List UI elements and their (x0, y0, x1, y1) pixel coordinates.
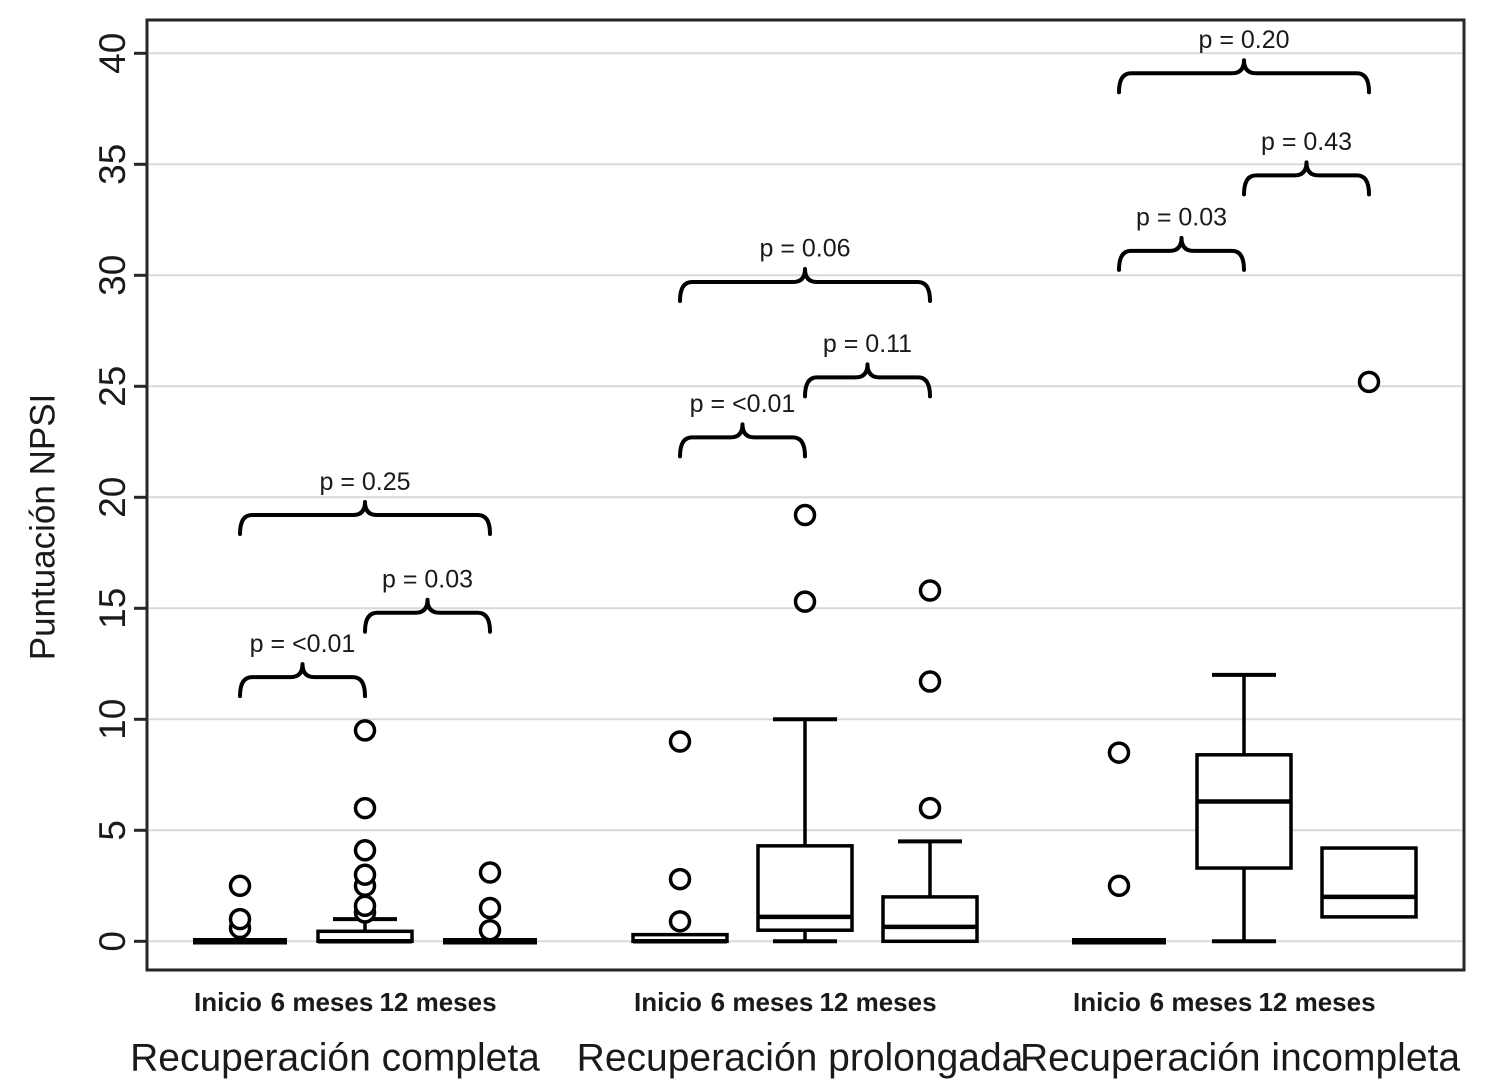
box-3-Inicio-outlier-point (1107, 874, 1131, 898)
box-3-12meses-box (1320, 846, 1418, 919)
comparison-bracket-2-1 (678, 422, 807, 459)
y-tick-label-20: 20 (92, 477, 133, 518)
box-2-12meses-outlier-point (918, 670, 942, 693)
p-value-label-1-1: p = <0.01 (250, 630, 356, 658)
p-value-label-3-1: p = 0.03 (1136, 204, 1227, 232)
category-label-3-2: 6 meses (1150, 987, 1253, 1017)
box-2-12meses-box (881, 895, 979, 944)
y-tick-label-40: 40 (92, 33, 133, 74)
category-label-1-3: 12 meses (379, 987, 496, 1017)
group-label-2: Recuperación prolongada (577, 1037, 1024, 1080)
box-3-Inicio-outlier-point (1107, 741, 1131, 764)
p-value-label-2-2: p = 0.11 (823, 330, 912, 358)
box-2-Inicio-outlier-point (668, 730, 692, 753)
comparison-bracket-1-2 (363, 597, 492, 634)
box-1-6meses-outlier-point (353, 796, 377, 820)
box-2-6meses-outlier-point (793, 590, 817, 613)
box-1-Inicio-outlier-point (228, 874, 252, 898)
plot-frame (145, 18, 1466, 972)
comparison-bracket-3-2 (1242, 160, 1371, 197)
p-value-label-3-2: p = 0.43 (1261, 128, 1352, 156)
category-label-2-2: 6 meses (711, 987, 814, 1017)
box-1-12meses-outlier-point (478, 918, 502, 942)
box-2-6meses-outlier-point (793, 503, 817, 527)
group-label-3: Recuperación incompleta (1020, 1037, 1460, 1080)
box-2-12meses-outlier-point (918, 579, 942, 602)
comparison-bracket-2-3 (678, 266, 932, 303)
box-1-12meses-outlier-point (478, 861, 502, 884)
category-label-2-1: Inicio (634, 987, 702, 1017)
y-tick-label-30: 30 (92, 255, 133, 296)
group-label-1: Recuperación completa (130, 1037, 540, 1080)
box-1-6meses-outlier-point (353, 863, 377, 886)
comparison-bracket-1-1 (238, 662, 367, 699)
p-value-label-2-1: p = <0.01 (690, 390, 796, 418)
box-1-12meses-outlier-point (478, 896, 502, 920)
y-tick-label-10: 10 (92, 699, 133, 740)
y-tick-label-25: 25 (92, 366, 133, 407)
box-3-6meses-box (1195, 753, 1293, 870)
box-2-12meses-outlier-point (918, 796, 942, 820)
box-2-Inicio-outlier-point (668, 910, 692, 933)
y-tick-label-35: 35 (92, 144, 133, 185)
p-value-label-1-2: p = 0.03 (382, 565, 473, 593)
box-1-Inicio-outlier-point (228, 907, 252, 931)
comparison-bracket-2-2 (803, 362, 932, 399)
comparison-bracket-3-1 (1117, 235, 1246, 272)
p-value-label-2-3: p = 0.06 (759, 235, 850, 263)
category-label-1-1: Inicio (194, 987, 262, 1017)
comparison-bracket-1-3 (238, 500, 492, 537)
category-label-3-3: 12 meses (1258, 987, 1375, 1017)
category-label-2-3: 12 meses (819, 987, 936, 1017)
box-1-6meses-outlier-point (353, 839, 377, 862)
box-3-12meses-outlier-point (1357, 370, 1381, 394)
y-tick-label-15: 15 (92, 588, 133, 629)
box-2-Inicio-outlier-point (668, 867, 692, 891)
p-value-label-1-3: p = 0.25 (319, 468, 410, 496)
p-value-label-3-3: p = 0.20 (1198, 26, 1289, 54)
y-tick-label-0: 0 (92, 931, 133, 952)
comparison-bracket-3-3 (1117, 58, 1371, 95)
box-1-6meses-outlier-point (353, 719, 377, 742)
category-label-3-1: Inicio (1073, 987, 1141, 1017)
y-tick-label-5: 5 (92, 820, 133, 841)
box-1-6meses-outlier-point (353, 894, 377, 918)
y-axis-title: Puntuación NPSI (23, 394, 62, 661)
category-label-1-2: 6 meses (271, 987, 374, 1017)
